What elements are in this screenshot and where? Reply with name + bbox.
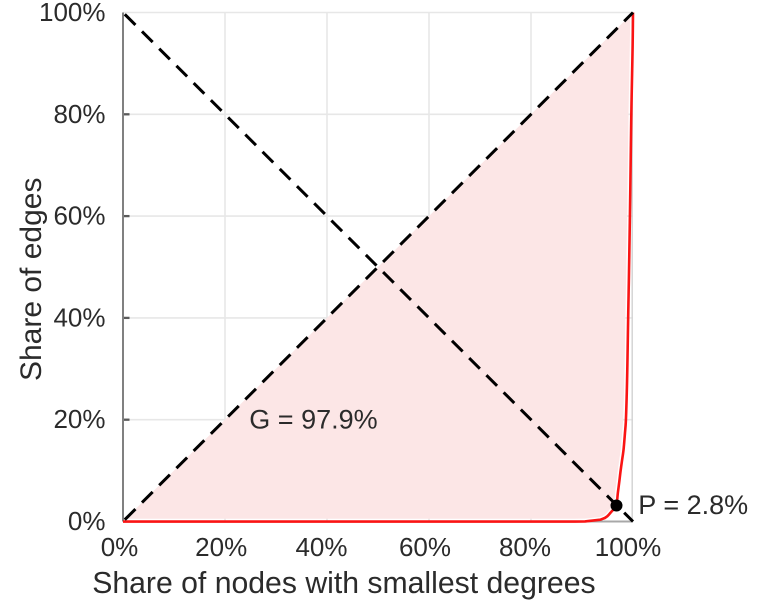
svg-text:80%: 80% xyxy=(53,99,105,129)
svg-text:20%: 20% xyxy=(195,532,247,562)
svg-text:80%: 80% xyxy=(499,532,551,562)
svg-text:G = 97.9%: G = 97.9% xyxy=(249,405,377,435)
svg-text:20%: 20% xyxy=(53,404,105,434)
svg-text:P = 2.8%: P = 2.8% xyxy=(638,490,748,520)
svg-text:60%: 60% xyxy=(53,201,105,231)
svg-text:Share of edges: Share of edges xyxy=(15,178,48,381)
svg-text:100%: 100% xyxy=(39,0,106,27)
svg-text:0%: 0% xyxy=(101,532,139,562)
svg-text:100%: 100% xyxy=(595,532,662,562)
svg-text:40%: 40% xyxy=(295,532,347,562)
svg-text:0%: 0% xyxy=(68,506,106,536)
svg-text:40%: 40% xyxy=(53,302,105,332)
svg-text:60%: 60% xyxy=(399,532,451,562)
svg-text:Share of nodes with smallest d: Share of nodes with smallest degrees xyxy=(92,567,595,600)
